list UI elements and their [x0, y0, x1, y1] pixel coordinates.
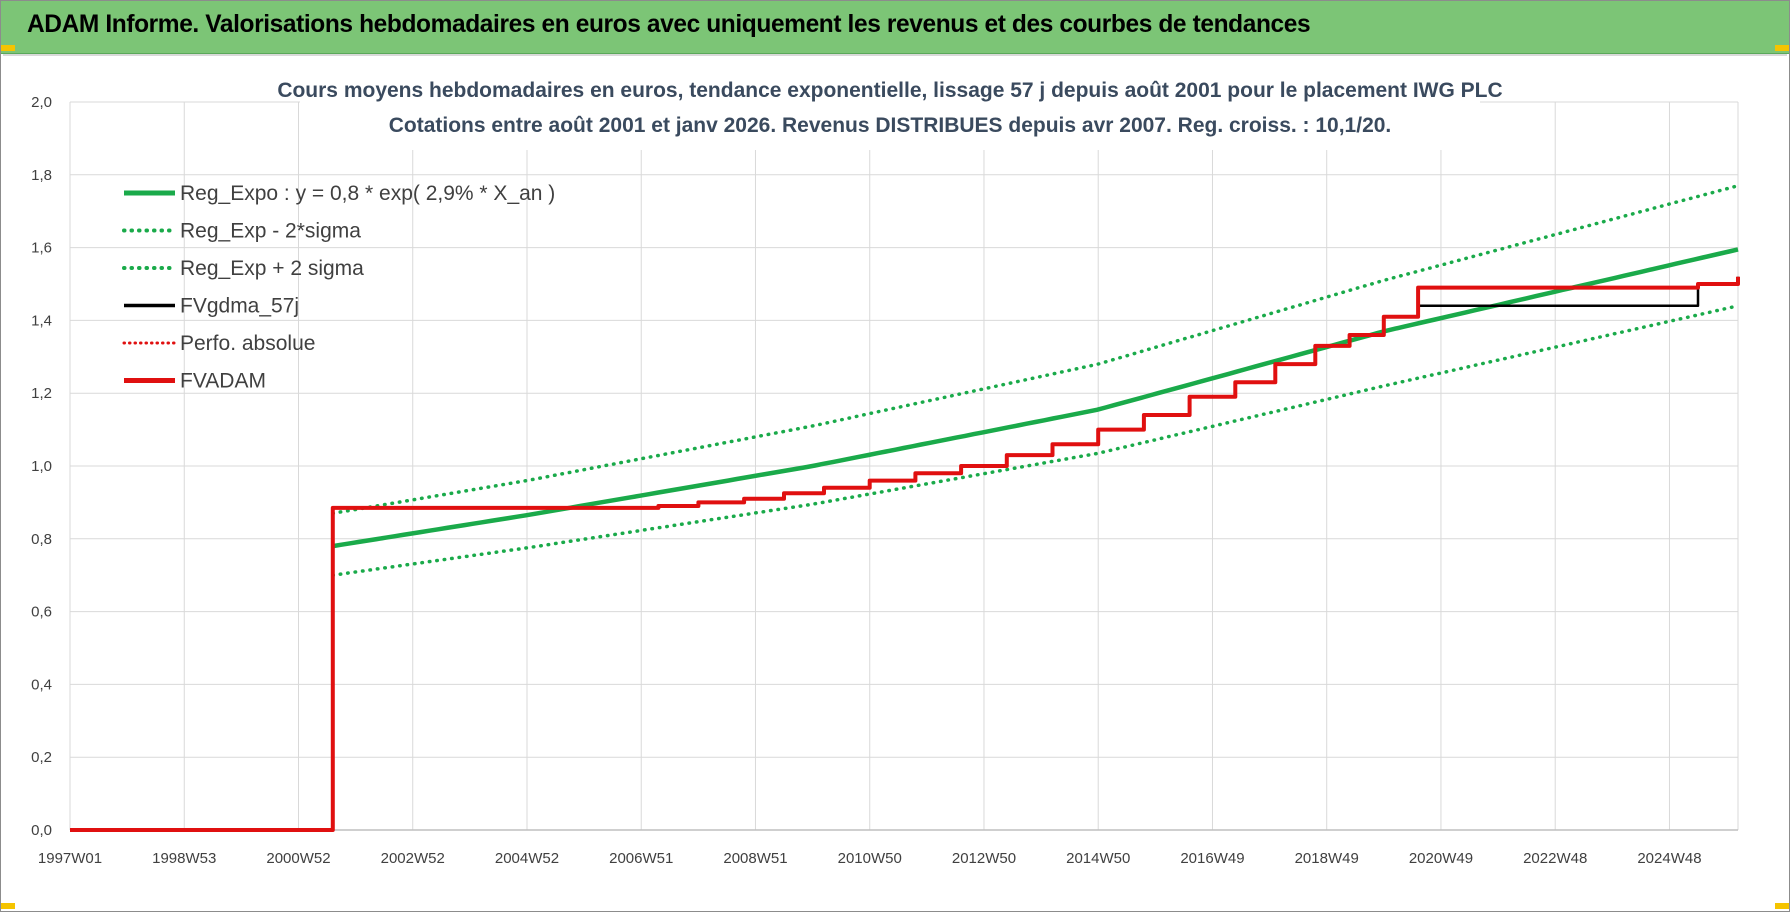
legend-label: Reg_Exp - 2*sigma	[180, 220, 361, 243]
series-fvadam	[70, 276, 1740, 832]
legend-label: Perfo. absolue	[180, 332, 315, 355]
chart-title-line1: Cours moyens hebdomadaires en euros, ten…	[277, 79, 1502, 102]
corner-marker-left	[1, 45, 15, 51]
x-tick-label: 1998W53	[152, 850, 216, 867]
x-tick-label: 2006W51	[609, 850, 673, 867]
y-tick-label: 0,6	[31, 604, 52, 621]
series-reg-exp-plus-2sigma	[331, 183, 1740, 516]
series-fvgdma-57j	[332, 276, 1740, 510]
y-tick-label: 1,6	[31, 240, 52, 257]
series-reg-expo	[332, 247, 1739, 549]
corner-marker-bottom-left	[1, 903, 15, 909]
y-tick-label: 0,2	[31, 749, 52, 766]
chart-axes: 0,0 0,2 0,4 0,6 0,8 1,0 1,2 1,4 1,6 1,8 2,0 1997W01…	[31, 94, 1738, 867]
x-tick-label: 2018W49	[1295, 850, 1359, 867]
y-tick-label: 1,4	[31, 312, 52, 329]
y-tick-label: 0,8	[31, 531, 52, 548]
x-tick-label: 2016W49	[1180, 850, 1244, 867]
x-tick-label: 1997W01	[38, 850, 102, 867]
legend-label: Reg_Exp + 2 sigma	[180, 257, 364, 280]
x-tick-label: 2002W52	[381, 850, 445, 867]
legend-label: Reg_Expo : y = 0,8 * exp( 2,9% * X_an )	[180, 182, 555, 205]
series-reg-exp-minus-2sigma	[331, 304, 1740, 577]
x-tick-label: 2010W50	[838, 850, 902, 867]
chart-series	[70, 183, 1740, 832]
x-tick-label: 2000W52	[266, 850, 330, 867]
chart-grid	[69, 101, 1739, 831]
x-tick-label: 2004W52	[495, 850, 559, 867]
x-tick-label: 2020W49	[1409, 850, 1473, 867]
corner-marker-bottom-right	[1775, 903, 1789, 909]
corner-marker-right	[1775, 45, 1789, 51]
x-tick-label: 2022W48	[1523, 850, 1587, 867]
x-tick-label: 2008W51	[723, 850, 787, 867]
x-tick-label: 2014W50	[1066, 850, 1130, 867]
chart-area	[3, 54, 1787, 902]
y-tick-label: 2,0	[31, 94, 52, 111]
x-tick-label: 2012W50	[952, 850, 1016, 867]
y-tick-label: 0,0	[31, 822, 52, 839]
y-tick-label: 0,4	[31, 676, 52, 693]
x-tick-label: 2024W48	[1637, 850, 1701, 867]
report-header: ADAM Informe. Valorisations hebdomadaire…	[1, 1, 1789, 54]
chart-legend: Reg_Expo : y = 0,8 * exp( 2,9% * X_an ) R…	[122, 182, 555, 393]
report-title: ADAM Informe. Valorisations hebdomadaire…	[27, 10, 1311, 38]
y-tick-label: 1,8	[31, 167, 52, 184]
y-tick-label: 1,0	[31, 458, 52, 475]
legend-label: FVADAM	[180, 370, 266, 393]
y-tick-label: 1,2	[31, 385, 52, 402]
chart-title-background	[300, 70, 1480, 150]
chart-title-line2: Cotations entre août 2001 et janv 2026. …	[389, 114, 1392, 137]
legend-label: FVgdma_57j	[180, 295, 299, 318]
